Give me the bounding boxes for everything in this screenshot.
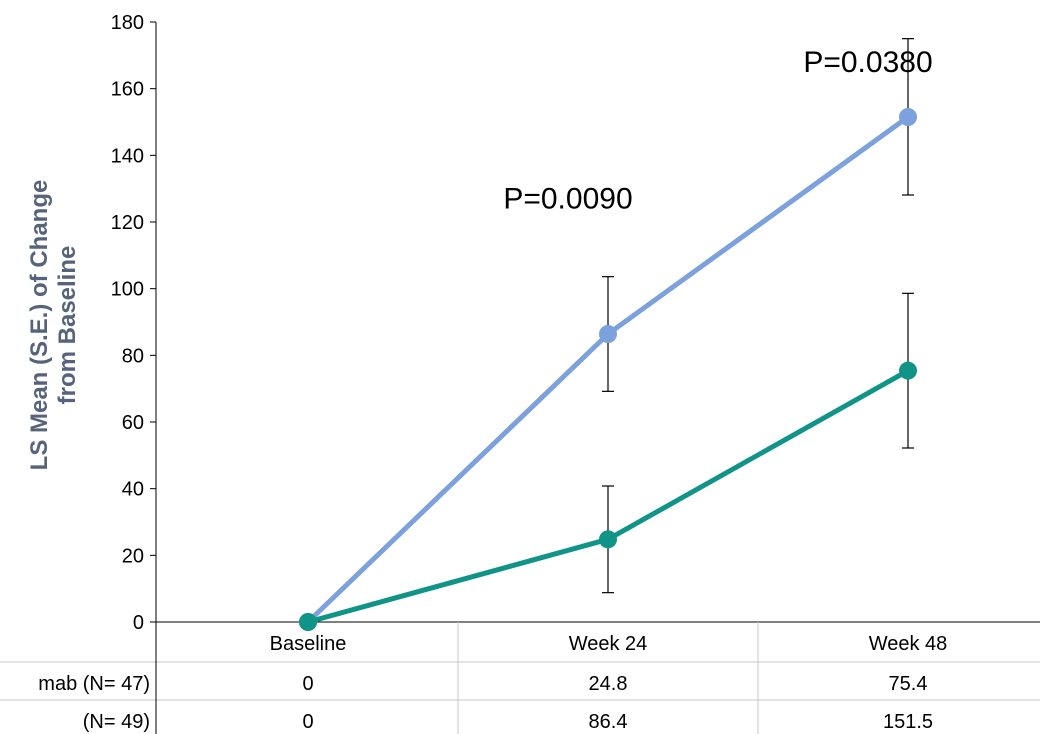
y-axis-title: LS Mean (S.E.) of Changefrom Baseline xyxy=(26,180,81,471)
x-category-label: Week 24 xyxy=(569,633,648,655)
y-tick-label: 80 xyxy=(122,345,144,367)
y-axis-label: LS Mean (S.E.) of Changefrom Baseline xyxy=(26,180,81,471)
y-tick-label: 140 xyxy=(111,145,144,167)
y-tick-label: 20 xyxy=(122,545,144,567)
p-value-annotation: P=0.0090 xyxy=(503,183,632,216)
y-tick-label: 180 xyxy=(111,12,144,34)
x-category-label: Baseline xyxy=(270,633,347,655)
data-point xyxy=(299,613,317,631)
data-point xyxy=(599,530,617,549)
data-point xyxy=(899,108,917,126)
table-series-label: (N= 49) xyxy=(83,711,150,733)
data-table: Baseline Week 24 Week 48 mab (N= 47) 0 24.8 75… xyxy=(0,621,1040,734)
table-cell-value: 0 xyxy=(302,673,313,695)
table-cell-value: 86.4 xyxy=(589,711,628,733)
table-cell-value: 151.5 xyxy=(883,711,933,733)
y-tick-label: 160 xyxy=(111,79,144,101)
y-tick-label: 60 xyxy=(122,412,144,434)
error-bars xyxy=(602,38,914,594)
y-axis-title-line: LS Mean (S.E.) of Change xyxy=(26,180,53,471)
y-tick-label: 0 xyxy=(133,612,144,634)
series-points xyxy=(299,108,917,631)
y-tick-label: 100 xyxy=(111,279,144,301)
table-cell-value: 24.8 xyxy=(589,673,628,695)
x-category-label: Week 48 xyxy=(869,633,948,655)
y-tick-label: 40 xyxy=(122,479,144,501)
y-tick-label: 120 xyxy=(111,212,144,234)
y-axis-title-line: from Baseline xyxy=(54,246,81,405)
data-point xyxy=(599,325,617,343)
y-axis: 0 20 40 60 80 100 120 140 160 180 xyxy=(111,12,157,634)
table-cell-value: 0 xyxy=(302,711,313,733)
p-value-annotation: P=0.0380 xyxy=(803,46,932,79)
data-point xyxy=(899,361,917,380)
table-cell-value: 75.4 xyxy=(889,673,928,695)
table-series-label: mab (N= 47) xyxy=(38,673,150,695)
annotations: P=0.0090 P=0.0380 xyxy=(503,46,932,216)
